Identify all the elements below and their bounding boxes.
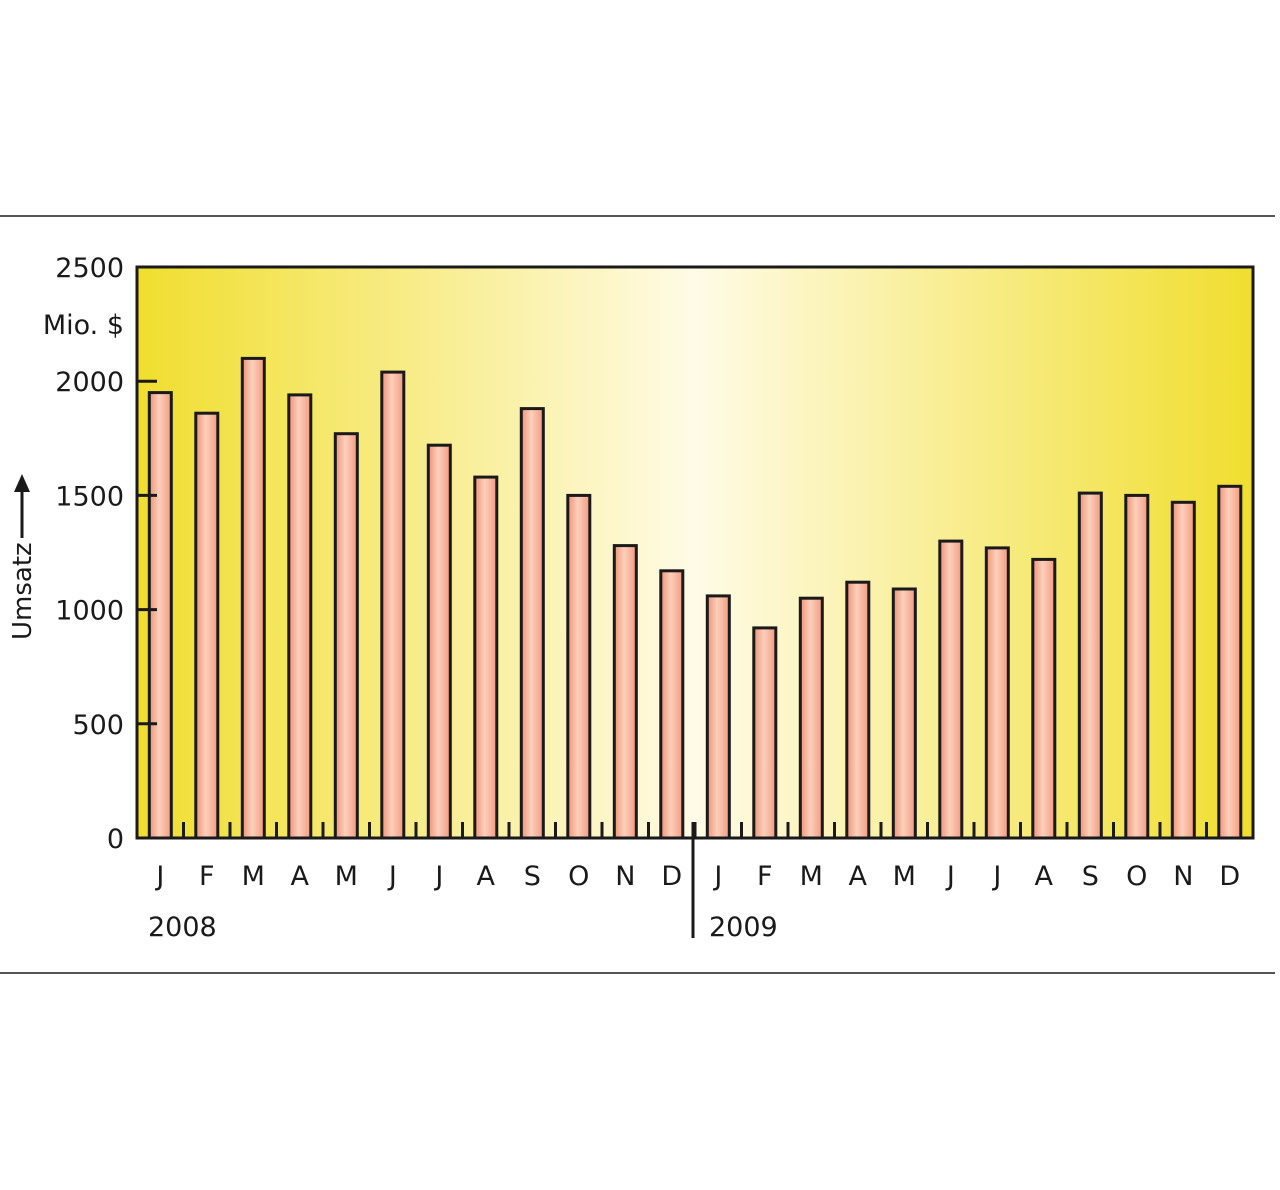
month-label-17: J [945,861,955,892]
bar-18 [984,546,1010,840]
month-label-3: A [291,861,310,892]
month-label-7: A [477,861,496,892]
bar-17 [938,539,964,840]
bar-9 [566,493,592,840]
bar-20 [1077,491,1103,840]
month-label-13: F [757,861,773,892]
month-label-4: M [335,861,358,892]
plot-background [137,267,1253,838]
month-label-2: M [242,861,265,892]
bar-1 [194,411,220,840]
month-label-19: A [1035,861,1054,892]
month-label-1: F [199,861,215,892]
month-label-22: N [1173,861,1193,892]
bar-2 [240,356,266,840]
month-label-10: N [615,861,635,892]
bar-19 [1031,557,1057,840]
bar-4 [333,432,359,840]
bar-5 [380,370,406,840]
bar-6 [426,443,452,840]
year-label-2009: 2009 [709,912,778,943]
month-label-18: J [991,861,1001,892]
bar-23 [1217,484,1243,840]
bar-0 [147,391,173,840]
month-label-11: D [661,861,682,892]
bar-11 [659,569,685,840]
bar-15 [845,580,871,840]
y-tick-label-0: 0 [107,824,124,855]
bar-21 [1124,493,1150,840]
bar-7 [473,475,499,840]
month-label-5: J [387,861,397,892]
bar-12 [705,594,731,840]
bar-8 [519,407,545,840]
y-axis-layer: 0 500 1000 1500 2000 2500 [55,253,157,855]
month-label-16: M [893,861,916,892]
bar-3 [287,393,313,840]
y-axis-arrow-head [14,474,30,492]
bar-16 [891,587,917,840]
x-ticks-layer [182,822,1208,838]
y-axis-title-group: Umsatz [8,474,38,640]
bar-14 [798,596,824,840]
month-label-12: J [712,861,722,892]
year-label-2008: 2008 [148,912,217,943]
bar-22 [1170,500,1196,840]
month-label-6: J [433,861,443,892]
month-label-23: D [1219,861,1240,892]
y-tick-label-2000: 2000 [55,367,124,398]
bar-13 [752,626,778,840]
month-label-9: O [568,861,589,892]
y-axis-unit: Mio. $ [43,310,124,341]
y-tick-label-1500: 1500 [55,481,124,512]
month-label-20: S [1082,861,1099,892]
month-label-0: J [154,861,164,892]
month-label-21: O [1126,861,1147,892]
y-tick-label-500: 500 [72,710,124,741]
bar-10 [612,544,638,840]
month-label-14: M [800,861,823,892]
y-axis-title: Umsatz [8,542,38,640]
y-tick-label-1000: 1000 [55,596,124,627]
month-label-8: S [524,861,541,892]
month-label-15: A [849,861,868,892]
y-tick-label-2500: 2500 [55,253,124,284]
